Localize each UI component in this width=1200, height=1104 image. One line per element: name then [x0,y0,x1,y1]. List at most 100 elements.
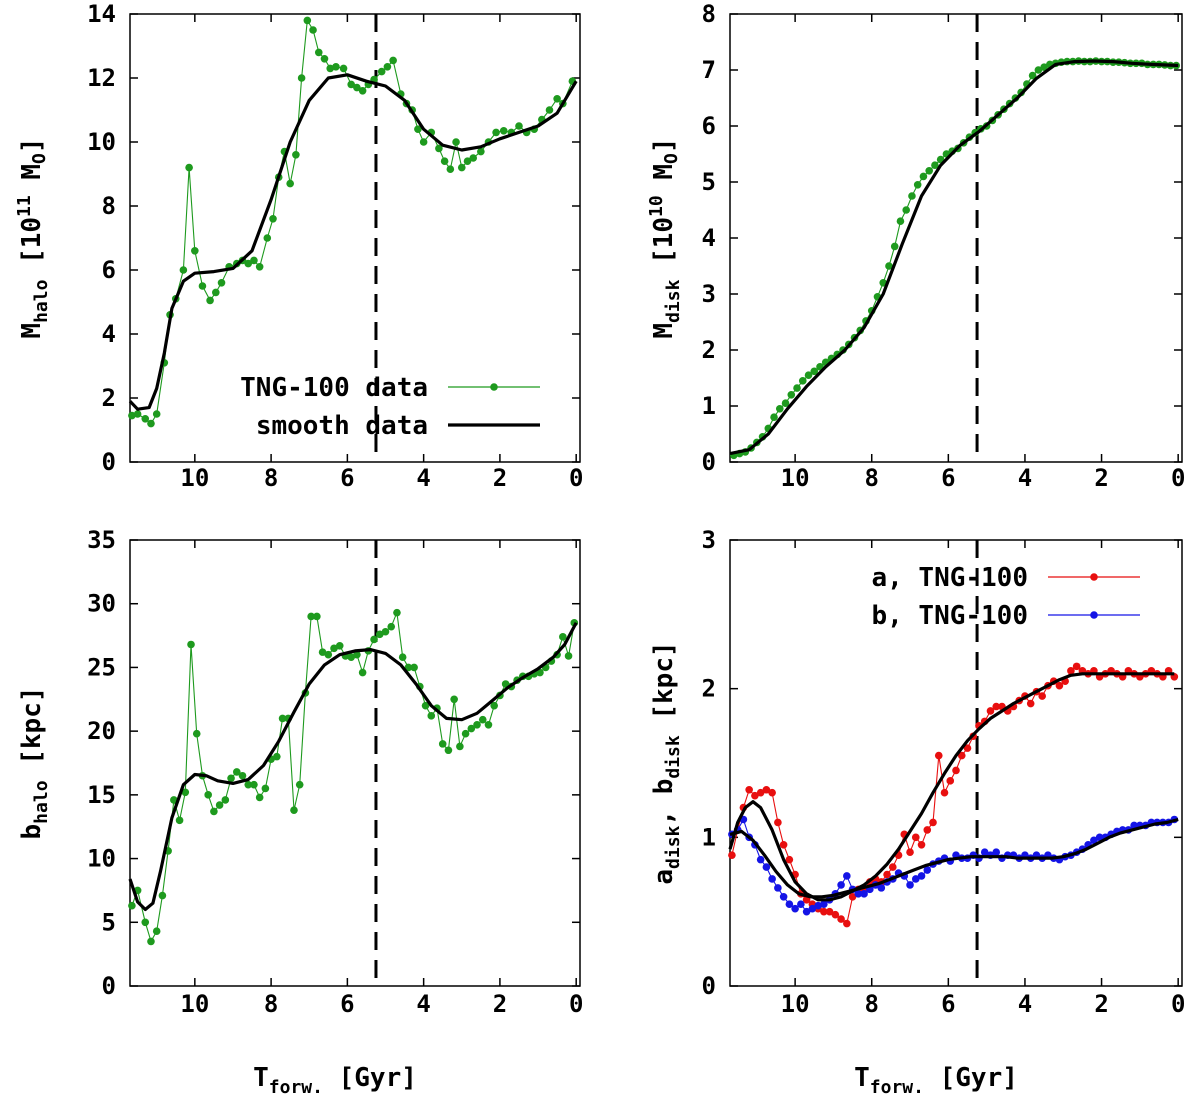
y-label-unit: [kpc] [17,687,47,781]
x-tick-label: 6 [340,464,354,492]
y-label-sub: disk [663,279,684,323]
data-point-data [387,622,396,631]
data-point-data [787,391,796,399]
y-tick-label: 8 [102,192,116,220]
data-point-data [286,179,294,188]
data-point-data [913,181,922,189]
data-point-a [986,707,995,715]
data-point-data [335,641,344,650]
data-point-a [940,788,949,797]
y-label-main: b [17,824,47,840]
y-tick-label: 5 [102,908,116,936]
data-point-data [141,918,150,927]
data-point-b [860,890,868,898]
y-tick-label: 10 [87,845,116,873]
data-point-data [492,128,500,137]
x-tick-label: 8 [865,464,879,492]
data-point-data [804,371,813,380]
x-label-unit: [Gyr] [924,1063,1018,1093]
plot-frame [729,539,1183,987]
data-point-data [292,151,300,159]
data-point-data [227,774,235,783]
data-point-data [320,55,329,63]
y-label-close: ] [17,137,47,153]
data-point-b [923,866,932,874]
data-point-data [798,377,807,385]
data-point-a [831,910,840,919]
legend-label: TNG-100 data [240,373,428,403]
data-point-data [250,780,258,789]
data-point-data [261,784,270,793]
x-tick-label: 0 [569,990,583,1018]
data-point-b [785,900,794,909]
data-point-b [917,872,926,880]
smooth-line [729,817,1179,899]
data-point-data [793,384,801,392]
data-point-data [427,712,436,720]
x-axis-label: Tforw. [Gyr] [253,1063,417,1098]
data-point-data [469,154,478,162]
data-point-data [414,125,422,133]
data-point-data [478,715,487,724]
data-point-data [206,296,214,305]
legend-label: a, TNG-100 [871,563,1028,593]
y-tick-label: 12 [87,64,116,92]
data-point-a [751,791,759,800]
data-point-b [843,872,851,880]
data-point-data [303,16,312,25]
legend-marker [490,383,498,391]
data-point-data [314,48,323,57]
y-tick-label: 2 [702,336,716,364]
data-point-data [353,650,361,659]
data-point-data [775,405,784,413]
data-point-b [768,875,776,883]
data-point-b [854,890,863,898]
data-point-data [452,138,460,146]
data-point-data [133,410,142,418]
data-point-data [450,695,458,704]
data-point-a [1067,667,1075,675]
x-label-main: T [253,1063,269,1093]
data-point-data [444,746,453,755]
y-tick-label: 2 [702,675,716,703]
smooth-line [728,672,1175,902]
data-point-data [339,64,348,73]
data-point-data [440,157,449,165]
y-tick-label: 0 [702,448,716,476]
data-point-data [297,74,306,82]
data-point-data [885,262,893,270]
x-tick-label: 4 [416,464,430,492]
data-point-data [925,167,933,175]
data-point-a [728,851,736,859]
y-tick-label: 15 [87,781,116,809]
data-point-data [381,627,390,636]
data-point-a [911,833,920,842]
data-point-data [210,807,218,816]
data-point-data [467,724,476,733]
data-point-a [923,826,932,834]
data-point-data [410,663,418,672]
data-point-data [212,288,220,297]
y-tick-label: 6 [702,112,716,140]
data-point-data [269,215,277,223]
data-point-b [774,884,782,892]
y-label-sep: , [649,794,679,825]
data-point-data [421,701,430,710]
y-tick-label: 3 [702,280,716,308]
legend-marker [1090,573,1098,581]
data-point-b [756,855,765,864]
data-point-b [791,904,799,913]
x-tick-label: 10 [781,990,810,1018]
data-point-b [992,848,1001,856]
data-point-data [141,415,150,423]
y-label-unit: [kpc] [649,641,679,735]
data-point-data [393,608,401,617]
data-point-data [438,740,447,748]
data-point-a [825,907,834,916]
y-tick-label: 10 [87,128,116,156]
data-point-data [238,771,247,780]
data-point-data [318,648,327,656]
data-point-a [1026,699,1035,708]
data-point-a [774,818,782,827]
